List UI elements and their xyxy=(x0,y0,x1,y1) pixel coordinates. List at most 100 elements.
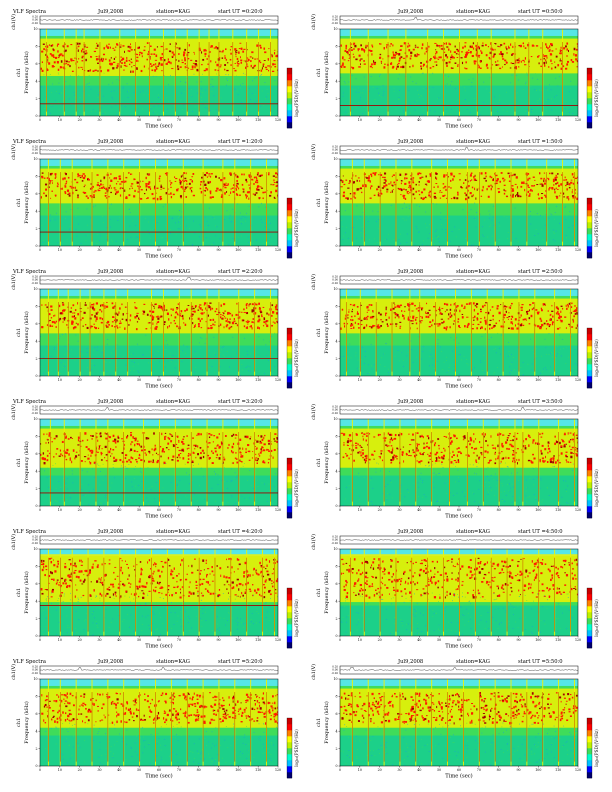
colorbar-segment xyxy=(287,630,292,637)
colorbar-segment xyxy=(287,98,292,105)
y-tick-label: 8 xyxy=(35,435,37,439)
y-tick-label: 0 xyxy=(335,244,337,248)
waveform-trace xyxy=(339,407,579,411)
waveform-tick-label: 0.20 xyxy=(32,665,38,669)
panel-date: Jul9,2008 xyxy=(97,139,123,145)
colorbar-segment xyxy=(587,346,592,353)
x-tick-label: 110 xyxy=(555,508,561,512)
waveform-trace xyxy=(339,539,579,541)
x-axis-label: Time (sec) xyxy=(145,513,172,520)
y-tick-label: 0 xyxy=(335,764,337,768)
colorbar-segment xyxy=(287,104,292,111)
waveform-tick-label: 0.00 xyxy=(332,148,338,152)
colorbar-segment xyxy=(587,742,592,749)
x-tick-label: 120 xyxy=(275,118,281,122)
x-tick-label: 0 xyxy=(339,638,341,642)
waveform-ylabel: ch1(V) xyxy=(10,404,17,420)
waveform-ylabel: ch1(V) xyxy=(310,144,317,160)
panel-title: VLF Spectra xyxy=(12,269,46,275)
colorbar-segment xyxy=(287,216,292,223)
panel-start-time: start UT =5:20:0 xyxy=(218,659,263,665)
x-axis-label: Time (sec) xyxy=(145,383,172,390)
spectrogram-svg: Jul9,2008 station=KAG start UT =1:50:0 0.20… xyxy=(310,139,599,260)
waveform-frame xyxy=(339,535,579,545)
colorbar-segment xyxy=(287,718,292,725)
y-tick-label: 8 xyxy=(335,305,337,309)
waveform-tick-label: -0.20 xyxy=(31,281,38,285)
x-tick-label: 70 xyxy=(177,768,181,772)
panel-start-time: start UT =2:50:0 xyxy=(518,269,563,275)
x-tick-label: 60 xyxy=(157,118,161,122)
y-tick-label: 10 xyxy=(33,287,37,291)
x-tick-label: 20 xyxy=(378,638,382,642)
x-tick-label: 30 xyxy=(97,508,101,512)
waveform-trace xyxy=(339,16,579,21)
x-tick-label: 100 xyxy=(535,638,541,642)
colorbar-segment xyxy=(287,122,292,129)
panel-station: station=KAG xyxy=(156,659,190,665)
y-axis-label: Frequency (kHz) xyxy=(23,701,30,744)
y-axis-channel-label: ch1 xyxy=(16,588,22,597)
colorbar-label: log₁₀(PSD)(V²/Hz) xyxy=(294,79,299,117)
x-tick-label: 80 xyxy=(497,768,501,772)
spectrogram-panel: VLF Spectra Jul9,2008 station=KAG start UT … xyxy=(6,136,306,264)
colorbar-segment xyxy=(287,358,292,365)
x-tick-label: 10 xyxy=(58,248,62,252)
colorbar-segment xyxy=(287,198,292,205)
spectrogram-image xyxy=(340,289,578,376)
spectrogram-svg: VLF Spectra Jul9,2008 station=KAG start UT … xyxy=(10,9,299,130)
panel-station: station=KAG xyxy=(156,9,190,15)
x-tick-label: 40 xyxy=(417,248,421,252)
colorbar-segment xyxy=(587,234,592,241)
colorbar-segment xyxy=(287,110,292,117)
waveform-tick-label: 0.20 xyxy=(32,405,38,409)
y-tick-label: 6 xyxy=(335,452,337,456)
x-tick-label: 0 xyxy=(339,768,341,772)
waveform-trace xyxy=(39,407,279,411)
colorbar-segment xyxy=(287,210,292,217)
waveform-tick-label: 0.00 xyxy=(32,148,38,152)
y-tick-label: 4 xyxy=(35,469,37,473)
y-tick-label: 8 xyxy=(335,175,337,179)
y-tick-label: 8 xyxy=(35,175,37,179)
colorbar-segment xyxy=(287,636,292,643)
panel-date: Jul9,2008 xyxy=(397,529,423,535)
y-axis-label: Frequency (kHz) xyxy=(323,571,330,614)
spectrogram-image xyxy=(340,549,578,636)
colorbar-segment xyxy=(287,116,292,123)
colorbar-frame xyxy=(586,457,593,519)
x-tick-label: 20 xyxy=(78,768,82,772)
waveform-trace xyxy=(39,19,279,21)
x-tick-label: 90 xyxy=(516,248,520,252)
spectrogram-svg: Jul9,2008 station=KAG start UT =0:50:0 0.20… xyxy=(310,9,599,130)
y-axis-channel-label: ch1 xyxy=(316,198,322,207)
x-tick-label: 60 xyxy=(457,118,461,122)
x-tick-label: 20 xyxy=(378,118,382,122)
x-tick-label: 0 xyxy=(39,508,41,512)
colorbar-segment xyxy=(587,736,592,743)
x-tick-label: 70 xyxy=(477,768,481,772)
waveform-ylabel: ch1(V) xyxy=(10,534,17,550)
waveform-tick-label: 0.20 xyxy=(32,275,38,279)
x-tick-label: 10 xyxy=(58,638,62,642)
spectrogram-panel: Jul9,2008 station=KAG start UT =0:50:0 0.20… xyxy=(306,6,606,134)
x-tick-label: 100 xyxy=(235,508,241,512)
colorbar-segment xyxy=(587,636,592,643)
y-tick-label: 6 xyxy=(335,322,337,326)
x-tick-label: 70 xyxy=(177,378,181,382)
y-tick-label: 2 xyxy=(35,617,37,621)
colorbar-segment xyxy=(287,80,292,87)
x-tick-label: 20 xyxy=(378,768,382,772)
x-tick-label: 120 xyxy=(275,378,281,382)
y-tick-label: 10 xyxy=(33,677,37,681)
panel-date: Jul9,2008 xyxy=(97,269,123,275)
x-tick-label: 30 xyxy=(397,248,401,252)
x-tick-label: 80 xyxy=(497,378,501,382)
colorbar-frame xyxy=(286,587,293,649)
x-tick-label: 120 xyxy=(575,378,581,382)
spectrogram-svg: VLF Spectra Jul9,2008 station=KAG start UT … xyxy=(10,659,299,780)
y-tick-label: 2 xyxy=(335,97,337,101)
colorbar-label: log₁₀(PSD)(V²/Hz) xyxy=(594,599,599,637)
y-tick-label: 8 xyxy=(335,695,337,699)
colorbar-label: log₁₀(PSD)(V²/Hz) xyxy=(594,469,599,507)
